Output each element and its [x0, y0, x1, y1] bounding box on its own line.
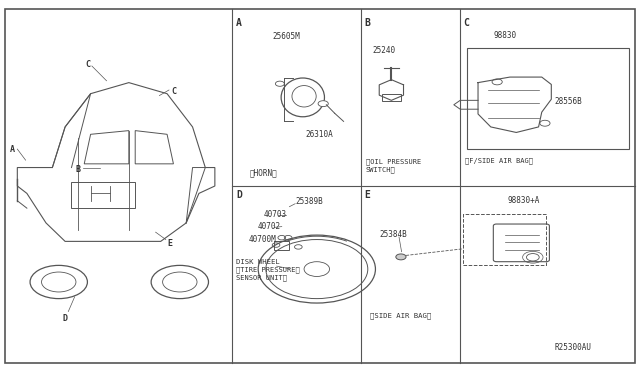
Text: E: E	[168, 239, 173, 248]
Text: 〈SIDE AIR BAG〉: 〈SIDE AIR BAG〉	[370, 312, 431, 319]
Text: 40700M: 40700M	[248, 235, 276, 244]
Bar	[274, 241, 289, 250]
Text: 25384B: 25384B	[380, 230, 407, 239]
Text: D: D	[63, 314, 68, 323]
Text: 〈OIL PRESSURE: 〈OIL PRESSURE	[366, 159, 421, 165]
Text: C: C	[171, 87, 176, 96]
Text: 25389B: 25389B	[296, 197, 324, 206]
Text: 25240: 25240	[372, 46, 396, 55]
Text: E: E	[365, 190, 371, 201]
Text: 〈HORN〉: 〈HORN〉	[250, 169, 278, 177]
Text: R25300AU: R25300AU	[554, 343, 591, 352]
Text: C: C	[85, 60, 90, 69]
Text: SENSOR UNIT〉: SENSOR UNIT〉	[236, 274, 287, 281]
Circle shape	[318, 101, 328, 107]
Text: B: B	[76, 165, 81, 174]
Text: D: D	[236, 190, 242, 201]
Text: C: C	[463, 18, 469, 28]
Circle shape	[275, 81, 284, 86]
Text: B: B	[365, 18, 371, 28]
Circle shape	[396, 254, 406, 260]
Text: A: A	[236, 18, 242, 28]
Text: 98830+A: 98830+A	[508, 196, 540, 205]
Text: 25605M: 25605M	[272, 32, 300, 41]
Text: SWITCH〉: SWITCH〉	[366, 167, 396, 173]
Text: 〈TIRE PRESSURE〉: 〈TIRE PRESSURE〉	[236, 267, 300, 273]
Text: A: A	[10, 145, 15, 154]
Bar	[382, 94, 401, 101]
Text: 26310A: 26310A	[305, 130, 333, 139]
Bar	[467, 48, 629, 149]
Text: 40703: 40703	[264, 209, 287, 219]
Text: 28556B: 28556B	[554, 97, 582, 106]
Text: DISK WHEEL: DISK WHEEL	[236, 259, 280, 266]
Bar	[72, 182, 135, 208]
Text: 98830: 98830	[493, 31, 516, 40]
Text: 〈F/SIDE AIR BAG〉: 〈F/SIDE AIR BAG〉	[465, 158, 532, 164]
Text: 40702: 40702	[257, 222, 281, 231]
